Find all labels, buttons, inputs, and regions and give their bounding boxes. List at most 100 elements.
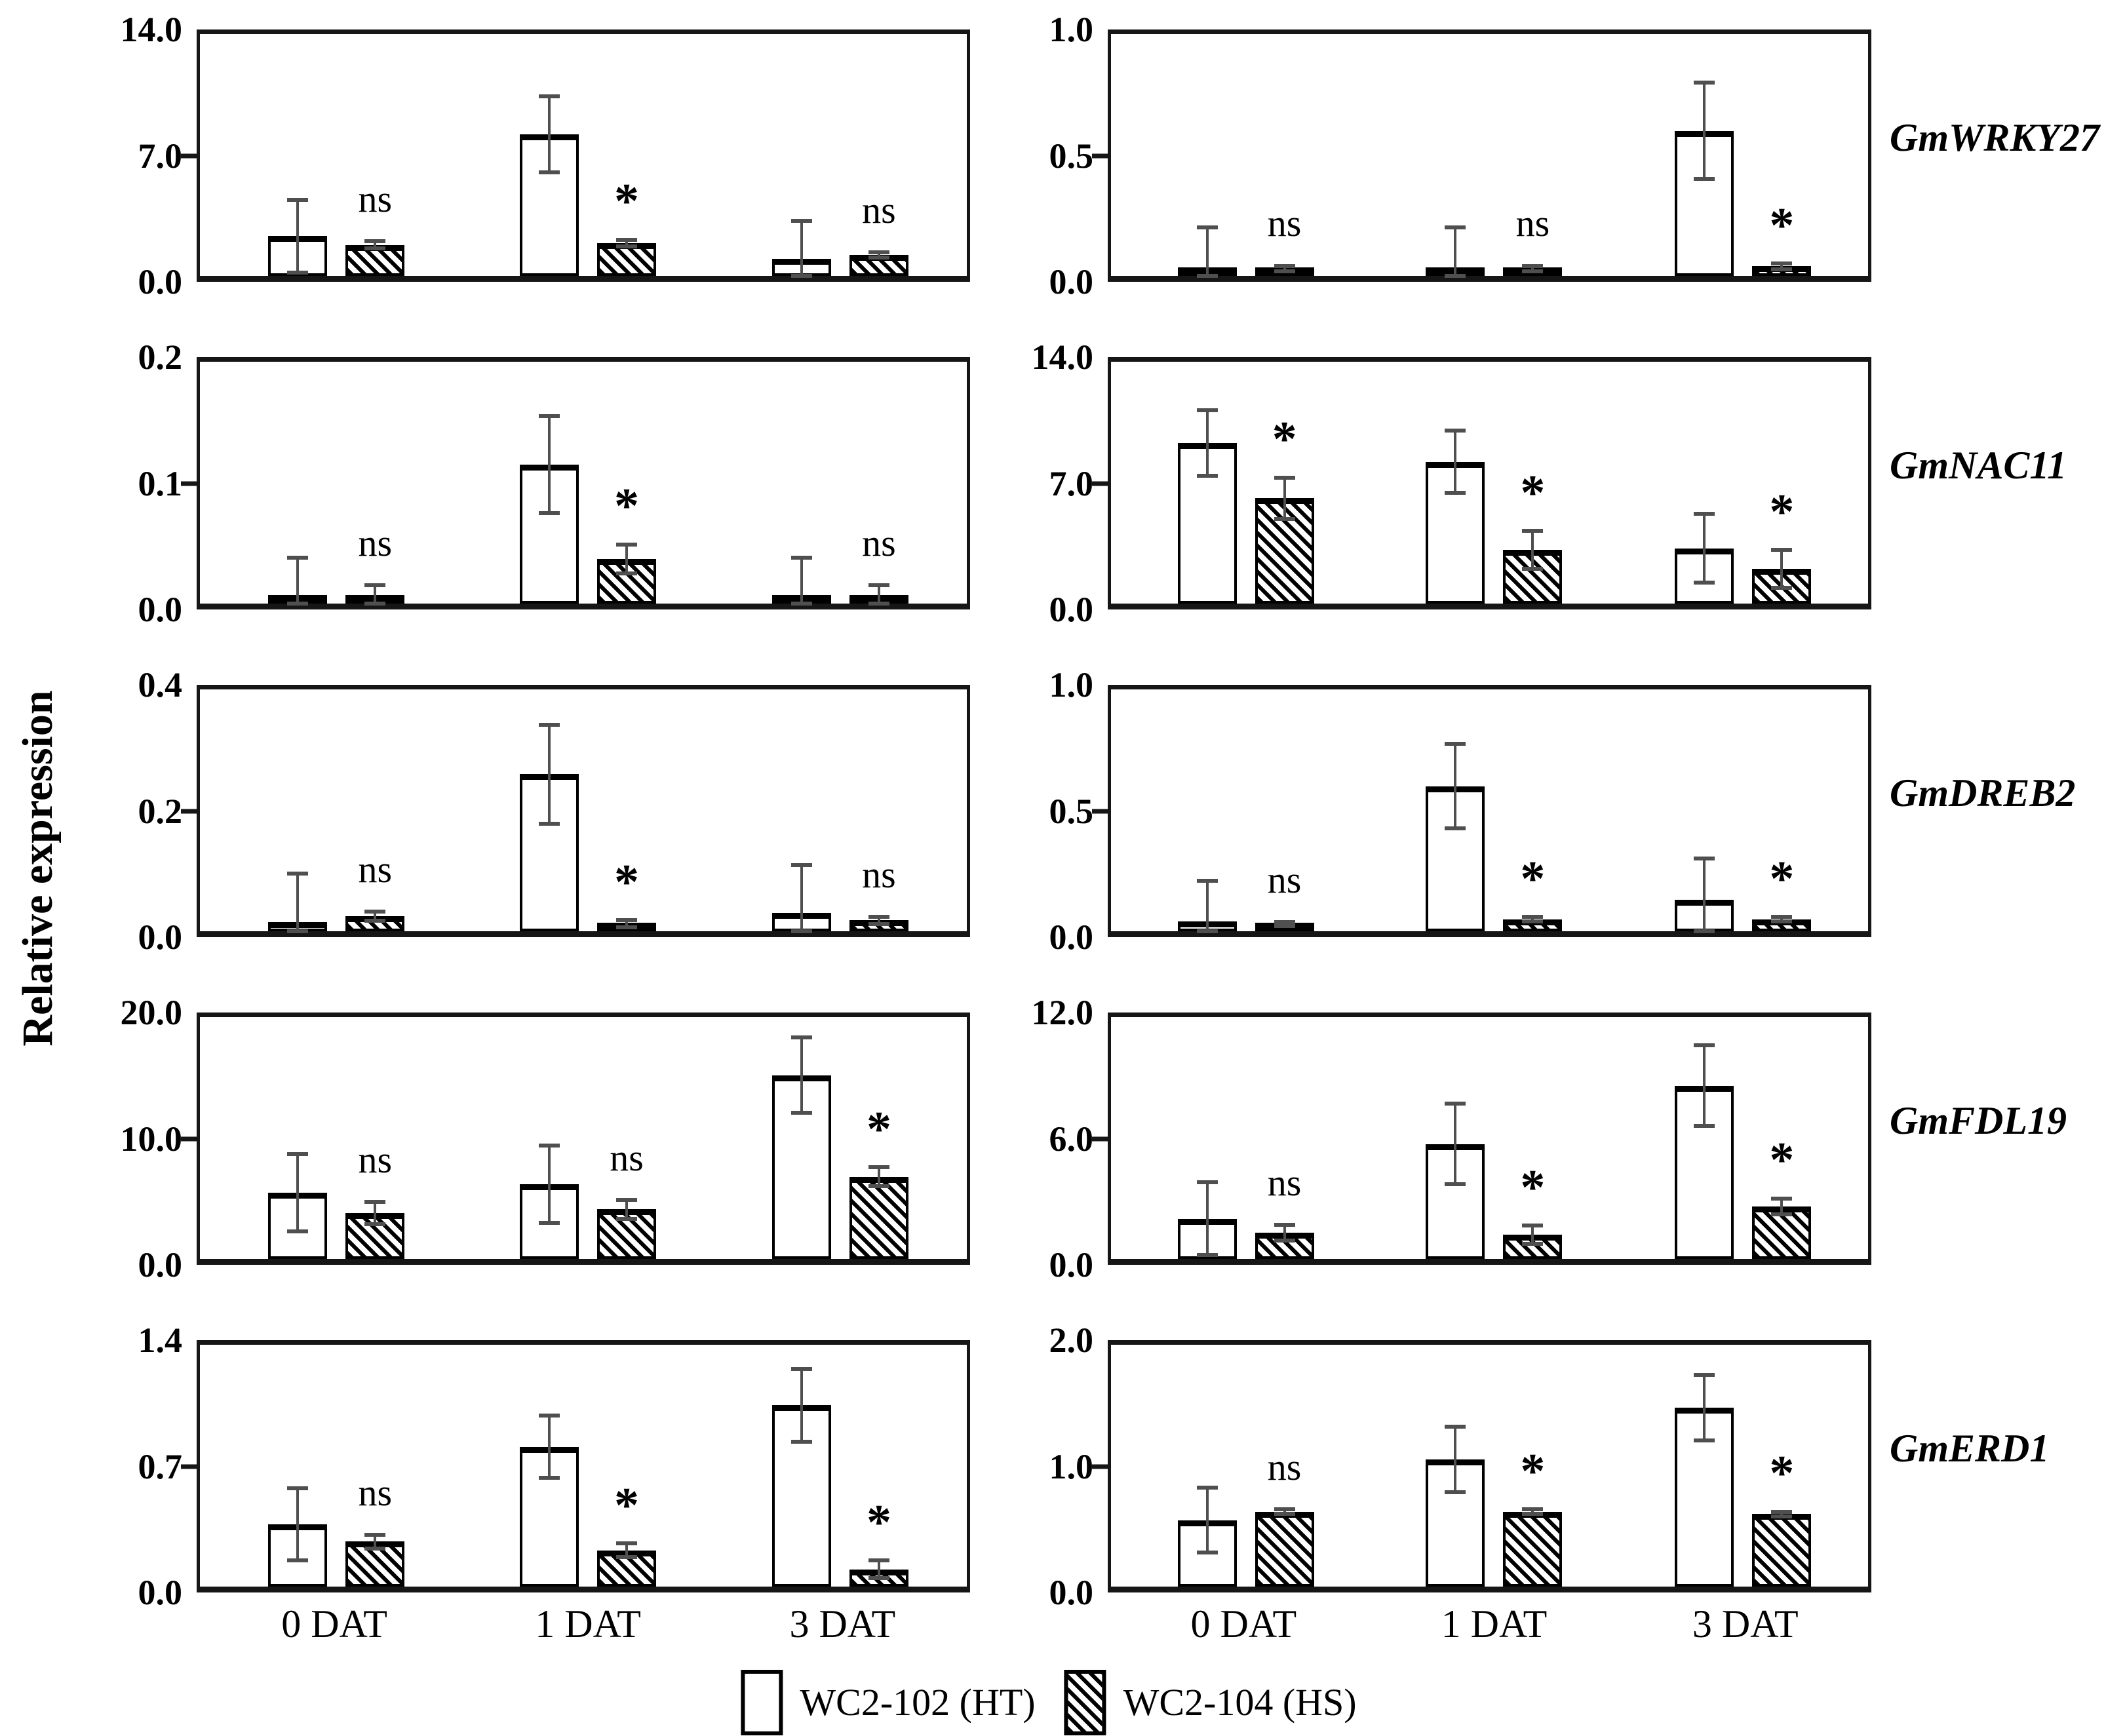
legend-swatch-white [741, 1670, 783, 1735]
chart-GmWRKY27-left: ns * ns 14.0 7.0 0.0 [121, 12, 970, 299]
error-bar [1780, 1511, 1784, 1516]
bar-slot [597, 362, 657, 604]
bar-slot [1426, 362, 1485, 604]
error-bar [1454, 1104, 1457, 1185]
bar-slot [1255, 689, 1314, 931]
bar-slot [1255, 34, 1314, 276]
y-tick-label: 1.0 [1049, 665, 1094, 704]
error-bar [1531, 531, 1534, 569]
error-bar [1205, 227, 1209, 276]
bar-slot [1675, 1345, 1734, 1587]
y-tick-mark [181, 481, 197, 486]
bar-wc2-104-hs [1255, 1511, 1314, 1587]
bar-slot [771, 362, 831, 604]
chart-GmNAC11-left: ns * ns 0.2 0.1 0.0 [138, 339, 970, 627]
significance-label: * [1769, 197, 1795, 253]
error-bar [548, 724, 551, 824]
error-bar [1283, 265, 1286, 272]
bar-slot [345, 34, 405, 276]
error-bar [1454, 1427, 1457, 1493]
bar-group-3-dat: * [1675, 1017, 1812, 1259]
bar-wc2-104-hs [1503, 1511, 1563, 1587]
y-tick-label: 7.0 [138, 136, 183, 176]
bar-group-1-dat: * [1426, 1017, 1563, 1259]
error-bar [1205, 1487, 1209, 1553]
y-tick-label: 0.0 [138, 262, 183, 301]
bar-group-3-dat: * [1675, 34, 1812, 276]
y-axis-label: Relative expression [14, 690, 62, 1047]
bar-slot [268, 1017, 328, 1259]
bar-group-3-dat: * [1675, 689, 1812, 931]
y-tick-label: 0.7 [138, 1446, 183, 1486]
error-bar [1531, 1225, 1534, 1244]
error-bar [1283, 1224, 1286, 1241]
plot-area: ns * * [197, 1340, 970, 1592]
legend-label: WC2-102 (HT) [800, 1681, 1036, 1724]
bar-group-3-dat: * [1675, 362, 1812, 604]
y-tick-label: 14.0 [1031, 338, 1094, 377]
bar-slot [1752, 689, 1812, 931]
error-bar [296, 1153, 300, 1231]
error-bar [1531, 1509, 1534, 1514]
bar-slot [597, 1017, 657, 1259]
bar-slot [849, 1017, 908, 1259]
significance-label: * [1272, 412, 1297, 467]
bar-slot [1255, 362, 1314, 604]
bar-slot [1503, 362, 1563, 604]
significance-label: ns [1267, 858, 1302, 901]
bar-group-3-dat: ns [771, 362, 908, 604]
x-tick-label: 0 DAT [281, 1602, 387, 1646]
error-bar [877, 916, 880, 924]
legend-swatch-hatched [1064, 1670, 1106, 1735]
y-tick-label: 12.0 [1031, 993, 1094, 1032]
y-tick-label: 0.2 [138, 338, 183, 377]
bar-slot [849, 689, 908, 931]
error-bar [1703, 82, 1706, 180]
chart-GmERD1-left: ns * * 1.4 0.7 0.0 [138, 1322, 970, 1610]
bar-wc2-104-hs [1752, 1514, 1812, 1587]
error-bar [625, 920, 629, 928]
bar-wc2-104-hs [849, 1176, 908, 1259]
y-tick-mark [1092, 1136, 1108, 1141]
error-bar [1531, 916, 1534, 922]
bar-slot [849, 1345, 908, 1587]
significance-label: * [866, 1495, 891, 1551]
bar-slot [268, 362, 328, 604]
significance-label: ns [358, 847, 393, 891]
y-tick-label: 0.0 [1049, 1573, 1094, 1612]
x-tick-label: 1 DAT [535, 1602, 641, 1646]
x-axis-labels-right: 0 DAT 1 DAT 3 DAT [1108, 1604, 1871, 1663]
bar-slot [1503, 689, 1563, 931]
chart-GmFDL19-left: ns ns * 20.0 10.0 0.0 [121, 995, 970, 1283]
gene-label-GmWRKY27: GmWRKY27 [1890, 116, 2100, 159]
bar-slot [1426, 34, 1485, 276]
bar-slot [268, 689, 328, 931]
bar-slot [1426, 1345, 1485, 1587]
bar-slot [1426, 689, 1485, 931]
y-tick-label: 0.1 [138, 463, 183, 503]
bar-slot [597, 34, 657, 276]
bar-slot [268, 1345, 328, 1587]
legend-item-wc2-102: WC2-102 (HT) [741, 1670, 1036, 1735]
y-tick-label: 2.0 [1049, 1321, 1094, 1360]
chart-GmWRKY27-right: ns ns * 1.0 0.5 0.0 [1049, 12, 1871, 299]
significance-label: ns [358, 1138, 393, 1182]
y-tick-mark [1092, 1464, 1108, 1469]
error-bar [1703, 858, 1706, 931]
bar-slot [1177, 34, 1237, 276]
significance-label: ns [358, 1471, 393, 1514]
bar-group-3-dat: ns [771, 689, 908, 931]
x-axis-labels-left: 0 DAT 1 DAT 3 DAT [197, 1604, 970, 1663]
error-bar [625, 239, 629, 247]
bar-slot [1675, 1017, 1734, 1259]
significance-label: * [614, 1477, 640, 1533]
bar-group-0-dat: ns [1177, 34, 1314, 276]
bar-group-0-dat: ns [1177, 1017, 1314, 1259]
significance-label: ns [1267, 1445, 1302, 1488]
significance-label: * [1520, 1443, 1546, 1499]
error-bar [374, 1202, 377, 1224]
error-bar [374, 585, 377, 604]
y-tick-mark [181, 153, 197, 158]
gene-label-GmNAC11: GmNAC11 [1890, 444, 2067, 487]
legend-item-wc2-104: WC2-104 (HS) [1064, 1670, 1357, 1735]
